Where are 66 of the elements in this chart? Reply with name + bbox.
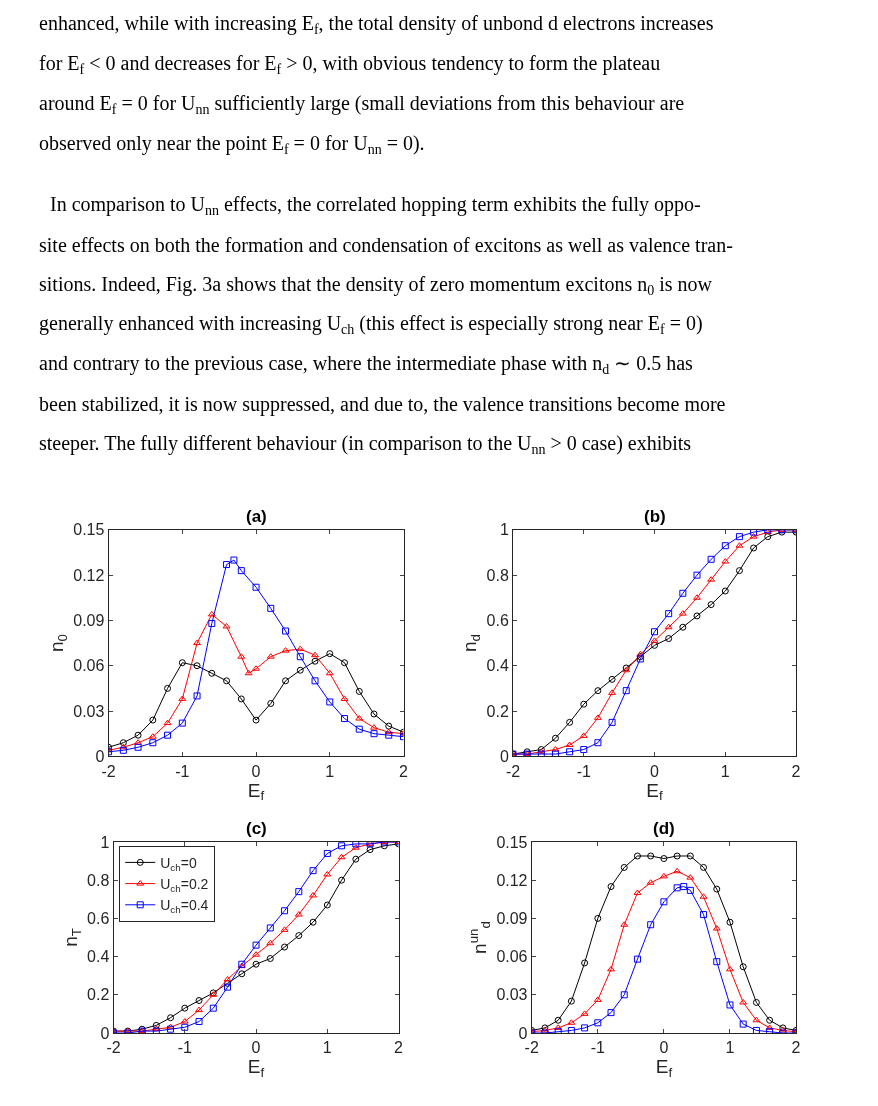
y-tick-label: 0.06: [73, 657, 105, 675]
x-axis-title: E$_{f}$: [247, 779, 265, 804]
chart-title: (d): [653, 819, 675, 838]
y-tick-label: 0.6: [486, 612, 509, 630]
y-tick-label: 0: [499, 747, 509, 765]
y-tick-label: 0.15: [496, 833, 528, 851]
text: site effects on both the formation and condensation of excitons as well as valence tran-: [39, 234, 733, 256]
y-tick-label: 0.12: [496, 871, 528, 889]
text: generally enhanced with increasing U$_{ch}$ (this effect is especially strong near E$_{f}$ = 0): [39, 312, 703, 338]
x-axis-title: E$_{f}$: [646, 779, 664, 804]
chart-title: (a): [246, 507, 267, 526]
y-tick-label: 0.4: [486, 657, 509, 675]
y-tick-label: 0.8: [486, 566, 509, 584]
y-tick-label: 0.6: [87, 909, 110, 927]
text: steeper. The fully different behaviour (in comparison to the U$_{nn}$ > 0 case) exhibits: [39, 432, 692, 458]
y-tick-label: 0.09: [73, 612, 105, 630]
x-tick-label: -1: [177, 1039, 192, 1057]
y-tick-label: 1: [100, 833, 110, 851]
x-tick-label: 2: [399, 762, 409, 780]
x-tick-label: 2: [791, 1039, 801, 1057]
y-tick-label: 0.2: [87, 986, 110, 1004]
x-tick-label: -1: [175, 762, 190, 780]
x-tick-label: 2: [791, 762, 801, 780]
x-tick-label: -2: [106, 1039, 121, 1057]
text: been stabilized, it is now suppressed, and due to, the valence transitions become more: [39, 393, 726, 416]
x-tick-label: -1: [576, 762, 591, 780]
x-tick-label: 0: [251, 1039, 261, 1057]
chart-title: (b): [644, 507, 666, 526]
x-tick-label: 0: [650, 762, 660, 780]
y-tick-label: 0: [95, 747, 105, 765]
x-tick-label: -2: [101, 762, 116, 780]
y-tick-label: 0.2: [486, 702, 509, 720]
x-tick-label: -2: [505, 762, 521, 780]
x-tick-label: -2: [524, 1039, 539, 1057]
y-tick-label: 0.03: [496, 986, 528, 1004]
x-axis-title: E$_{f}$: [247, 1056, 265, 1081]
legend-label: U$_{ch}$=0: [160, 854, 197, 873]
text: and contrary to the previous case, where the intermediate phase with n$_{d}$ ∼ 0.5 has: [39, 352, 693, 378]
text: In comparison to U$_{nn}$ effects, the correlated hopping term exhibits the fully oppo-: [50, 193, 701, 219]
y-tick-label: 0.09: [496, 909, 528, 927]
y-tick-label: 1: [499, 521, 509, 539]
x-tick-label: 1: [322, 1039, 332, 1057]
text: for E$_{f}$ < 0 and decreases for E$_{f}$ > 0, with obvious tendency to form the plateau: [39, 52, 661, 78]
y-tick-label: 0.06: [496, 948, 528, 966]
text: enhanced, while with increasing E$_{f}$, the total density of unbond d electrons increases: [39, 12, 714, 38]
y-tick-label: 0: [100, 1024, 110, 1042]
x-tick-label: 2: [394, 1039, 404, 1057]
y-tick-label: 0.12: [73, 566, 105, 584]
x-tick-label: 0: [251, 762, 261, 780]
y-tick-label: 0.8: [87, 871, 110, 889]
x-tick-label: 1: [720, 762, 730, 780]
x-tick-label: -1: [590, 1039, 606, 1057]
chart-title: (c): [246, 819, 267, 838]
x-tick-label: 0: [659, 1039, 669, 1057]
text: sitions. Indeed, Fig. 3a shows that the density of zero momentum excitons n$_{0}$ is now: [39, 273, 713, 299]
x-axis-title: E$_{f}$: [655, 1056, 673, 1081]
x-tick-label: 1: [725, 1039, 735, 1057]
y-tick-label: 0.15: [73, 521, 105, 539]
legend-label: U$_{ch}$=0.2: [160, 876, 209, 894]
legend-label: U$_{ch}$=0.4: [160, 897, 209, 916]
y-tick-label: 0.03: [73, 702, 105, 720]
y-tick-label: 0.4: [87, 948, 110, 966]
x-tick-label: 1: [325, 762, 335, 780]
text: around E$_{f}$ = 0 for U$_{nn}$ sufficiently large (small deviations from this behaviour are: [39, 92, 685, 118]
text: observed only near the point E$_{f}$ = 0 for U$_{nn}$ = 0).: [39, 132, 425, 158]
y-tick-label: 0: [518, 1024, 528, 1042]
